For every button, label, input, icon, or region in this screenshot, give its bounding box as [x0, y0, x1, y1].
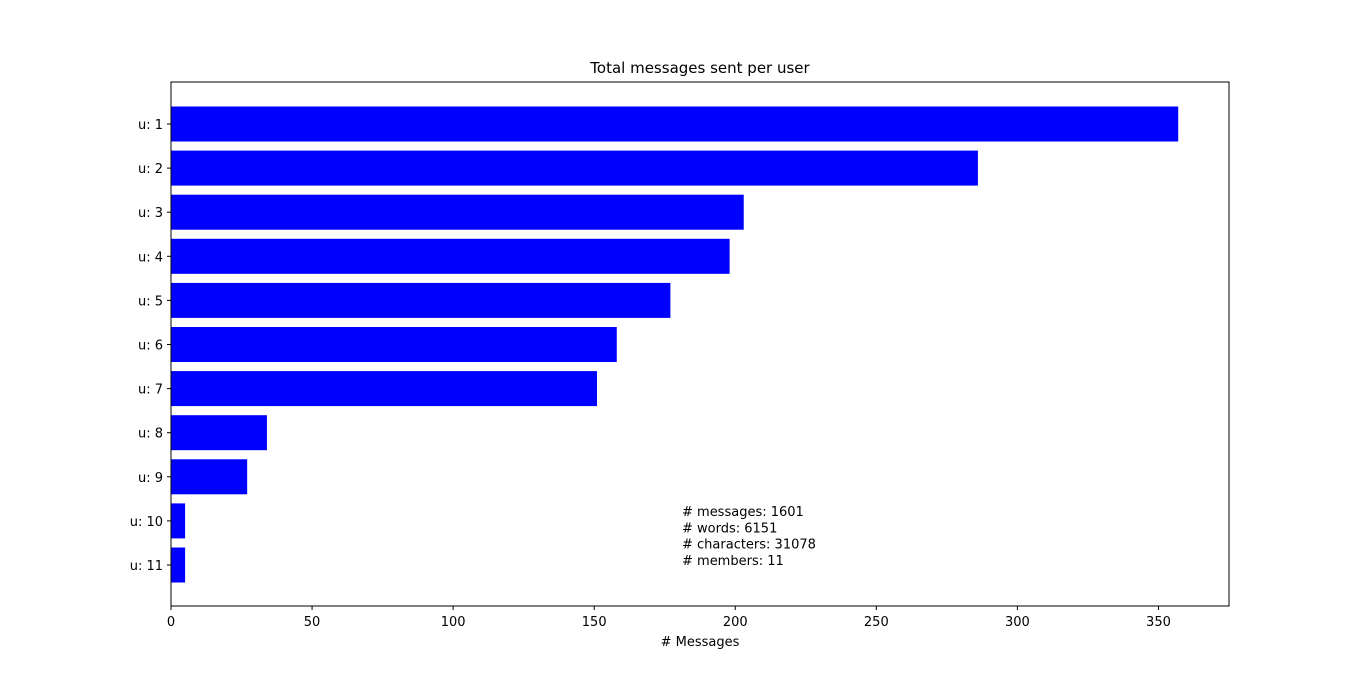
x-tick-label: 350 — [1146, 615, 1171, 630]
y-axis-ticks: u: 1 u: 2 u: 3 u: 4 u: 5 u: 6 u: 7 u: 8 u: 9 u: 1… — [130, 118, 171, 574]
y-tick-label: u: 7 — [138, 383, 163, 398]
bar — [171, 150, 978, 186]
bar — [171, 415, 267, 451]
x-tick-label: 250 — [864, 615, 889, 630]
x-tick-label: 100 — [441, 615, 466, 630]
bar — [171, 547, 186, 583]
x-tick-label: 0 — [167, 615, 175, 630]
y-tick-label: u: 6 — [138, 339, 163, 354]
y-tick-label: u: 1 — [138, 118, 163, 133]
bars-group — [171, 106, 1179, 583]
annotation-line: # messages: 1601 — [682, 505, 804, 520]
bar — [171, 106, 1179, 142]
y-tick-label: u: 5 — [138, 294, 163, 309]
annotation-line: # words: 6151 — [682, 521, 777, 536]
stats-annotation: # messages: 1601 # words: 6151 # character… — [682, 505, 816, 569]
y-tick-label: u: 4 — [138, 250, 163, 265]
y-tick-label: u: 10 — [130, 515, 163, 530]
bar — [171, 282, 671, 318]
x-tick-label: 50 — [304, 615, 321, 630]
annotation-line: # members: 11 — [682, 554, 784, 569]
bar — [171, 194, 744, 230]
y-tick-label: u: 3 — [138, 206, 163, 221]
y-tick-label: u: 9 — [138, 471, 163, 486]
x-tick-label: 300 — [1005, 615, 1030, 630]
x-tick-label: 150 — [582, 615, 607, 630]
y-tick-label: u: 8 — [138, 427, 163, 442]
plot-frame — [170, 81, 1230, 607]
x-axis-ticks: 0 50 100 150 200 250 300 350 — [167, 606, 1171, 630]
bar — [171, 459, 248, 495]
x-tick-label: 200 — [723, 615, 748, 630]
bar — [171, 327, 617, 362]
bar — [171, 503, 186, 539]
annotation-line: # characters: 31078 — [682, 538, 816, 553]
y-tick-label: u: 11 — [130, 559, 163, 574]
chart-title: Total messages sent per user — [589, 59, 810, 77]
bar — [171, 238, 730, 274]
bar — [171, 371, 598, 407]
x-axis-label: # Messages — [661, 635, 740, 650]
y-tick-label: u: 2 — [138, 162, 163, 177]
